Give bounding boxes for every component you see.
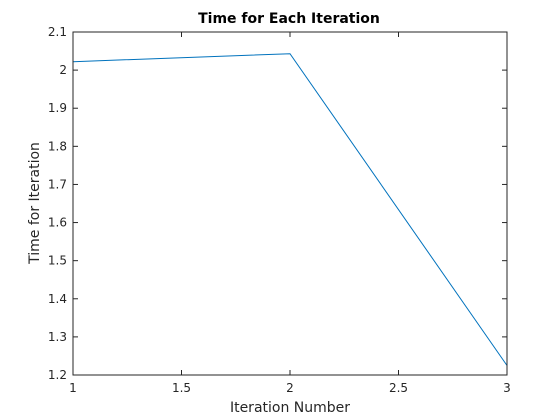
x-axis-label: Iteration Number <box>230 400 350 416</box>
y-tick-label: 1.2 <box>48 368 67 382</box>
x-tick-label: 1 <box>69 381 77 395</box>
y-tick-label: 1.6 <box>48 216 67 230</box>
y-tick-label: 2.1 <box>48 25 67 39</box>
series-line-0 <box>72 53 508 366</box>
x-tick-label: 3 <box>503 381 511 395</box>
x-tick-label: 1.5 <box>172 381 191 395</box>
y-tick-label: 1.8 <box>48 139 67 153</box>
plot-area-border <box>72 31 508 376</box>
x-tick-label: 2 <box>286 381 294 395</box>
y-tick-label: 1.5 <box>48 254 67 268</box>
chart-title: Time for Each Iteration <box>198 11 380 27</box>
data-point <box>290 53 291 54</box>
y-tick-label: 1.3 <box>48 330 67 344</box>
y-tick-label: 1.9 <box>48 101 67 115</box>
y-tick-label: 1.7 <box>48 177 67 191</box>
y-tick-label: 1.4 <box>48 292 67 306</box>
y-axis-label: Time for Iteration <box>27 142 43 265</box>
y-tick-label: 2 <box>59 63 67 77</box>
x-tick-label: 2.5 <box>389 381 408 395</box>
